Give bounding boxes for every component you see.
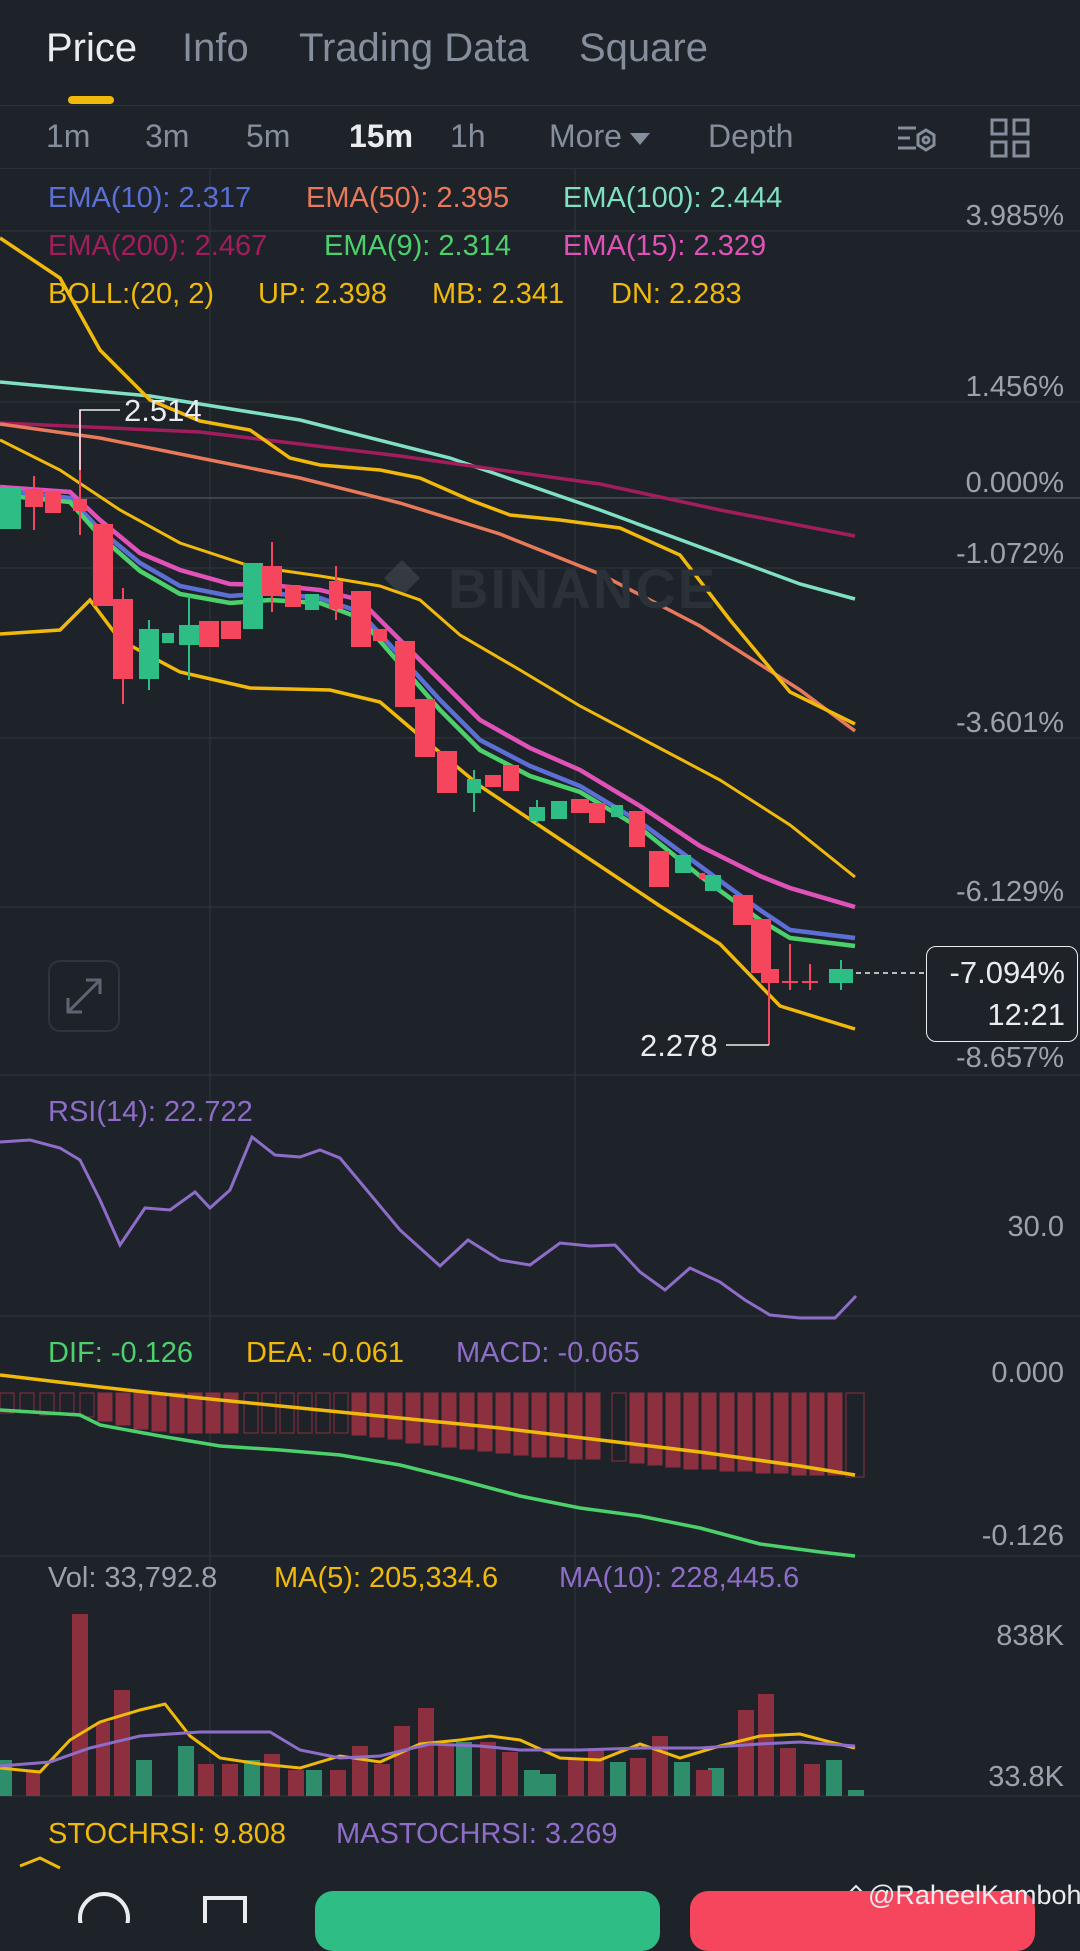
timeframe-5m[interactable]: 5m bbox=[246, 118, 291, 154]
mastochrsi-legend: MASTOCHRSI: 3.269 bbox=[336, 1818, 618, 1850]
low-marker: 2.278 bbox=[640, 1028, 718, 1063]
legend-ema100: EMA(100): 2.444 bbox=[563, 182, 783, 214]
chart-settings-icon[interactable] bbox=[894, 116, 938, 160]
depth-tab[interactable]: Depth bbox=[708, 118, 794, 154]
tab-trading-data[interactable]: Trading Data bbox=[299, 26, 529, 70]
active-tab-indicator bbox=[68, 96, 114, 104]
timeframe-3m[interactable]: 3m bbox=[145, 118, 190, 154]
legend-ema10: EMA(10): 2.317 bbox=[48, 182, 252, 214]
timeframe-15m[interactable]: 15m bbox=[349, 118, 414, 154]
boll-mid-line bbox=[0, 438, 856, 879]
ema100-line bbox=[0, 380, 856, 601]
binance-watermark: BINANCE bbox=[448, 557, 718, 620]
price-axis-label: -1.072% bbox=[955, 538, 1064, 570]
tab-square[interactable]: Square bbox=[579, 26, 708, 70]
tab-info[interactable]: Info bbox=[182, 26, 249, 70]
boll-up-line bbox=[0, 236, 856, 726]
candle-countdown: 12:21 bbox=[987, 997, 1065, 1032]
price-axis-label: 3.985% bbox=[965, 200, 1064, 232]
macd-histogram bbox=[0, 1392, 865, 1478]
fullscreen-button[interactable] bbox=[48, 960, 120, 1032]
candlesticks bbox=[0, 410, 853, 1045]
volume-ma10-legend: MA(10): 228,445.6 bbox=[559, 1562, 800, 1594]
legend-boll-dn: DN: 2.283 bbox=[611, 278, 742, 310]
legend-ema200: EMA(200): 2.467 bbox=[48, 230, 268, 262]
macd-dif-legend: DIF: -0.126 bbox=[48, 1337, 194, 1369]
high-marker-line bbox=[79, 409, 120, 470]
timeframe-bar: 1m 3m 5m 15m 1h More Depth bbox=[0, 105, 1080, 169]
stochrsi-legend: STOCHRSI: 9.808 bbox=[48, 1818, 287, 1850]
volume-axis-bottom: 33.8K bbox=[988, 1761, 1064, 1793]
macd-axis-top: 0.000 bbox=[991, 1357, 1064, 1389]
dif-line bbox=[0, 1408, 856, 1558]
layout-grid-icon[interactable] bbox=[988, 116, 1032, 160]
legend-ema50: EMA(50): 2.395 bbox=[306, 182, 510, 214]
price-axis-label: 1.456% bbox=[965, 371, 1064, 403]
current-price-box: -7.094% 12:21 bbox=[926, 946, 1078, 1042]
tab-price[interactable]: Price bbox=[46, 26, 138, 70]
dea-line bbox=[0, 1373, 856, 1477]
expand-icon bbox=[66, 978, 102, 1014]
macd-dea-legend: DEA: -0.061 bbox=[246, 1337, 404, 1369]
chevron-down-icon bbox=[629, 132, 650, 145]
price-axis-label: 0.000% bbox=[965, 467, 1064, 499]
macd-value-legend: MACD: -0.065 bbox=[456, 1337, 640, 1369]
price-axis-label: -8.657% bbox=[955, 1042, 1064, 1074]
ema200-line bbox=[0, 421, 856, 538]
volume-axis-top: 838K bbox=[996, 1620, 1064, 1652]
price-axis-label: -3.601% bbox=[955, 707, 1064, 739]
timeframe-1h[interactable]: 1h bbox=[450, 118, 486, 154]
credit-watermark: @RaheelKamboh bbox=[868, 1880, 1080, 1910]
timeframe-1m[interactable]: 1m bbox=[46, 118, 91, 154]
legend-boll-up: UP: 2.398 bbox=[258, 278, 387, 310]
rsi-legend: RSI(14): 22.722 bbox=[48, 1096, 253, 1128]
notes-icon[interactable] bbox=[203, 1896, 247, 1923]
volume-legend: Vol: 33,792.8 bbox=[48, 1562, 218, 1594]
macd-axis-bottom: -0.126 bbox=[981, 1520, 1064, 1552]
rsi-line bbox=[0, 1134, 858, 1320]
boll-dn-line bbox=[0, 597, 856, 1031]
binance-logo-watermark bbox=[384, 560, 420, 596]
legend-boll: BOLL:(20, 2) bbox=[48, 278, 215, 310]
chat-icon[interactable] bbox=[78, 1892, 130, 1923]
ema15-line bbox=[0, 484, 856, 910]
price-axis-label: -6.129% bbox=[955, 876, 1064, 908]
ema50-line bbox=[0, 422, 857, 733]
more-dropdown[interactable]: More bbox=[549, 118, 650, 155]
high-marker: 2.514 bbox=[124, 393, 202, 428]
rsi-axis-label: 30.0 bbox=[1007, 1211, 1064, 1243]
volume-ma5-legend: MA(5): 205,334.6 bbox=[274, 1562, 499, 1594]
more-label: More bbox=[549, 118, 622, 154]
legend-ema15: EMA(15): 2.329 bbox=[563, 230, 767, 262]
stochrsi-line bbox=[19, 1856, 61, 1870]
legend-boll-mb: MB: 2.341 bbox=[432, 278, 565, 310]
volume-bars bbox=[0, 1614, 864, 1796]
top-tabs: Price Info Trading Data Square bbox=[0, 0, 1080, 105]
current-price-pct: -7.094% bbox=[949, 955, 1065, 990]
buy-button[interactable] bbox=[315, 1891, 660, 1951]
legend-ema9: EMA(9): 2.314 bbox=[324, 230, 511, 262]
vol-ma10-line bbox=[0, 1730, 856, 1768]
